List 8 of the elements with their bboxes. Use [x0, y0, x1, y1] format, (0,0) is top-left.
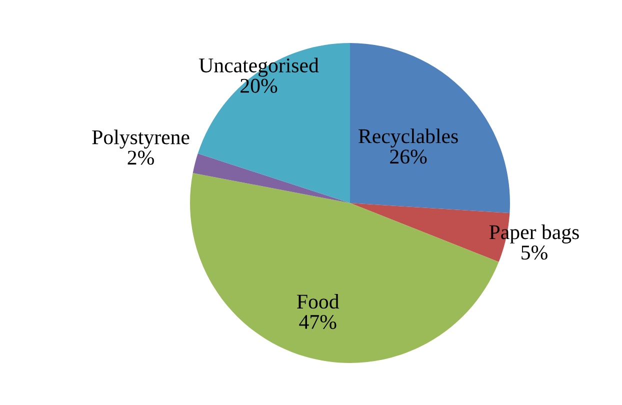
data-label: 47%: [299, 314, 336, 330]
data-label: 20%: [240, 78, 278, 93]
slice-label: Food: [297, 294, 340, 309]
slice-label: Polystyrene: [92, 130, 190, 149]
data-label: 26%: [390, 150, 427, 164]
data-label: 2%: [128, 150, 154, 165]
data-label: 5%: [522, 246, 548, 260]
slice-label: Recyclables: [358, 128, 458, 148]
